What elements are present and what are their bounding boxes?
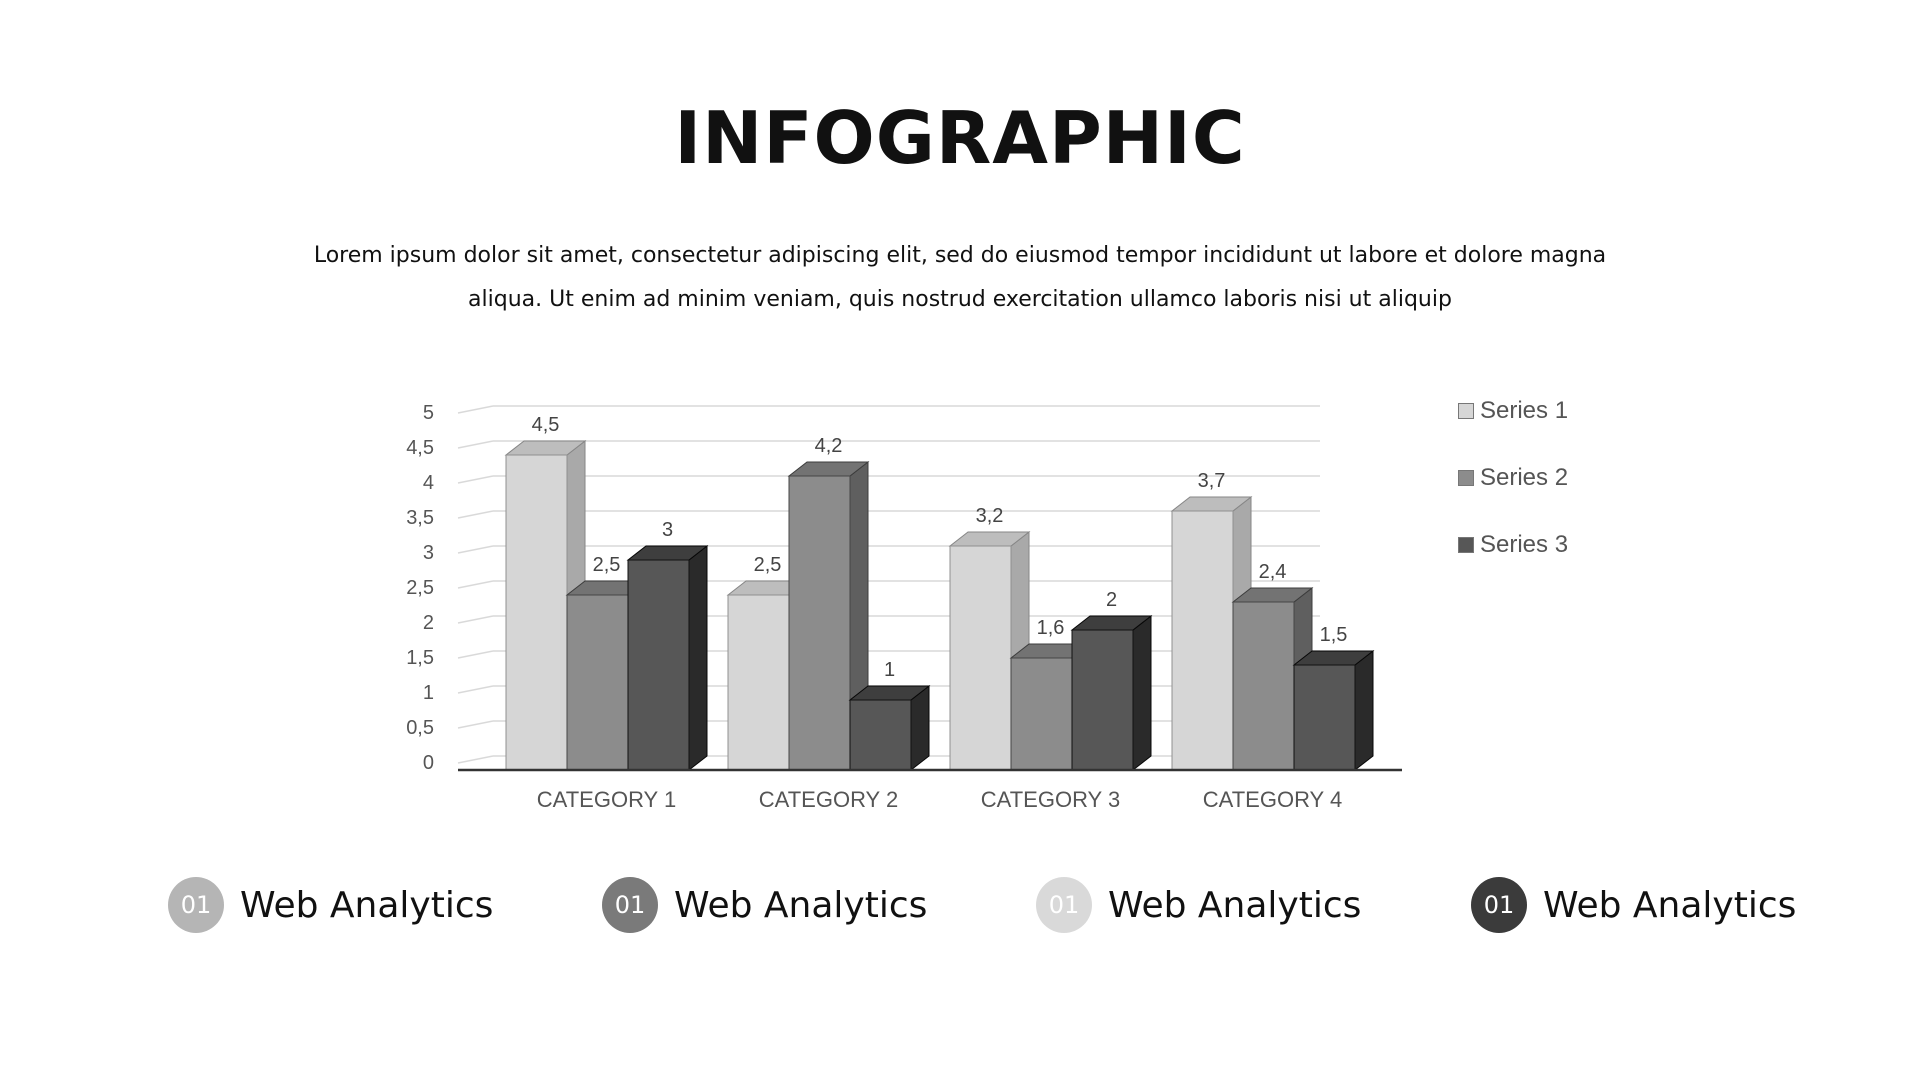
y-tick-label: 0,5: [406, 717, 434, 739]
y-tick-label: 2: [423, 612, 434, 634]
y-tick-label: 5: [423, 402, 434, 424]
y-tick-label: 0: [423, 752, 434, 774]
y-tick-label: 1,5: [406, 647, 434, 669]
side-wall-gridline: [457, 510, 494, 519]
page-subtitle: Lorem ipsum dolor sit amet, consectetur …: [313, 243, 1607, 312]
data-label: 2,4: [1259, 561, 1287, 583]
bar-side-face: [910, 684, 930, 772]
bar: [627, 559, 690, 771]
bar: [1293, 664, 1356, 771]
legend-label-series-3: Series 3: [1480, 531, 1569, 558]
bar: [1171, 510, 1234, 771]
legend-label-series-1: Series 1: [1480, 397, 1569, 424]
side-wall-gridline: [457, 755, 494, 764]
feature-item: 01 Web Analytics: [602, 875, 927, 935]
page-title: INFOGRAPHIC: [674, 96, 1246, 180]
side-wall-gridline: [457, 580, 494, 589]
side-wall-gridline: [457, 720, 494, 729]
legend-swatch-series-2: [1458, 470, 1474, 486]
side-wall-gridline: [457, 405, 494, 414]
bar: [788, 475, 851, 771]
bar: [1232, 601, 1295, 771]
data-label: 2,5: [593, 554, 621, 576]
legend-swatch-series-3: [1458, 537, 1474, 553]
y-tick-label: 3,5: [406, 507, 434, 529]
feature-label: Web Analytics: [1108, 884, 1362, 926]
side-wall-gridline: [457, 685, 494, 694]
legend-swatch-series-1: [1458, 403, 1474, 419]
x-tick-label: CATEGORY 4: [1203, 787, 1342, 812]
bar-side-face: [1132, 614, 1152, 772]
feature-item: 01 Web Analytics: [168, 875, 493, 935]
bar: [849, 699, 912, 771]
x-tick-label: CATEGORY 3: [981, 787, 1120, 812]
feature-label: Web Analytics: [1543, 884, 1797, 926]
feature-label: Web Analytics: [674, 884, 928, 926]
feature-number-badge: 01: [602, 877, 658, 933]
data-label: 3,7: [1198, 470, 1226, 492]
y-tick-label: 4: [423, 472, 434, 494]
data-label: 4,5: [532, 414, 560, 436]
data-label: 1,6: [1037, 617, 1065, 639]
side-wall-gridline: [457, 545, 494, 554]
data-label: 1: [884, 659, 895, 681]
feature-number-badge: 01: [1471, 877, 1527, 933]
x-tick-label: CATEGORY 2: [759, 787, 898, 812]
y-tick-label: 4,5: [406, 437, 434, 459]
bar: [727, 594, 790, 771]
feature-row: 01 Web Analytics 01 Web Analytics 01 Web…: [0, 875, 1920, 935]
y-tick-label: 1: [423, 682, 434, 704]
side-wall-gridline: [457, 615, 494, 624]
y-tick-label: 2,5: [406, 577, 434, 599]
chart-legend: Series 1 Series 2 Series 3: [1458, 396, 1568, 597]
data-label: 2: [1106, 589, 1117, 611]
data-label: 2,5: [754, 554, 782, 576]
bar-side-face: [688, 544, 708, 772]
y-tick-label: 3: [423, 542, 434, 564]
x-tick-label: CATEGORY 1: [537, 787, 676, 812]
legend-item-series-1: Series 1: [1458, 396, 1568, 426]
data-label: 3: [662, 519, 673, 541]
feature-item: 01 Web Analytics: [1036, 875, 1361, 935]
bar: [949, 545, 1012, 771]
legend-item-series-3: Series 3: [1458, 530, 1568, 560]
bar-side-face: [1354, 649, 1374, 772]
bar: [1010, 657, 1073, 771]
feature-number-badge: 01: [1036, 877, 1092, 933]
data-label: 4,2: [815, 435, 843, 457]
feature-label: Web Analytics: [240, 884, 494, 926]
bar: [1071, 629, 1134, 771]
bar: [505, 454, 568, 771]
data-label: 1,5: [1320, 624, 1348, 646]
feature-item: 01 Web Analytics: [1471, 875, 1796, 935]
side-wall-gridline: [457, 650, 494, 659]
bar: [566, 594, 629, 771]
legend-label-series-2: Series 2: [1480, 464, 1569, 491]
side-wall-gridline: [457, 475, 494, 484]
legend-item-series-2: Series 2: [1458, 463, 1568, 493]
side-wall-gridline: [457, 440, 494, 449]
data-label: 3,2: [976, 505, 1004, 527]
feature-number-badge: 01: [168, 877, 224, 933]
